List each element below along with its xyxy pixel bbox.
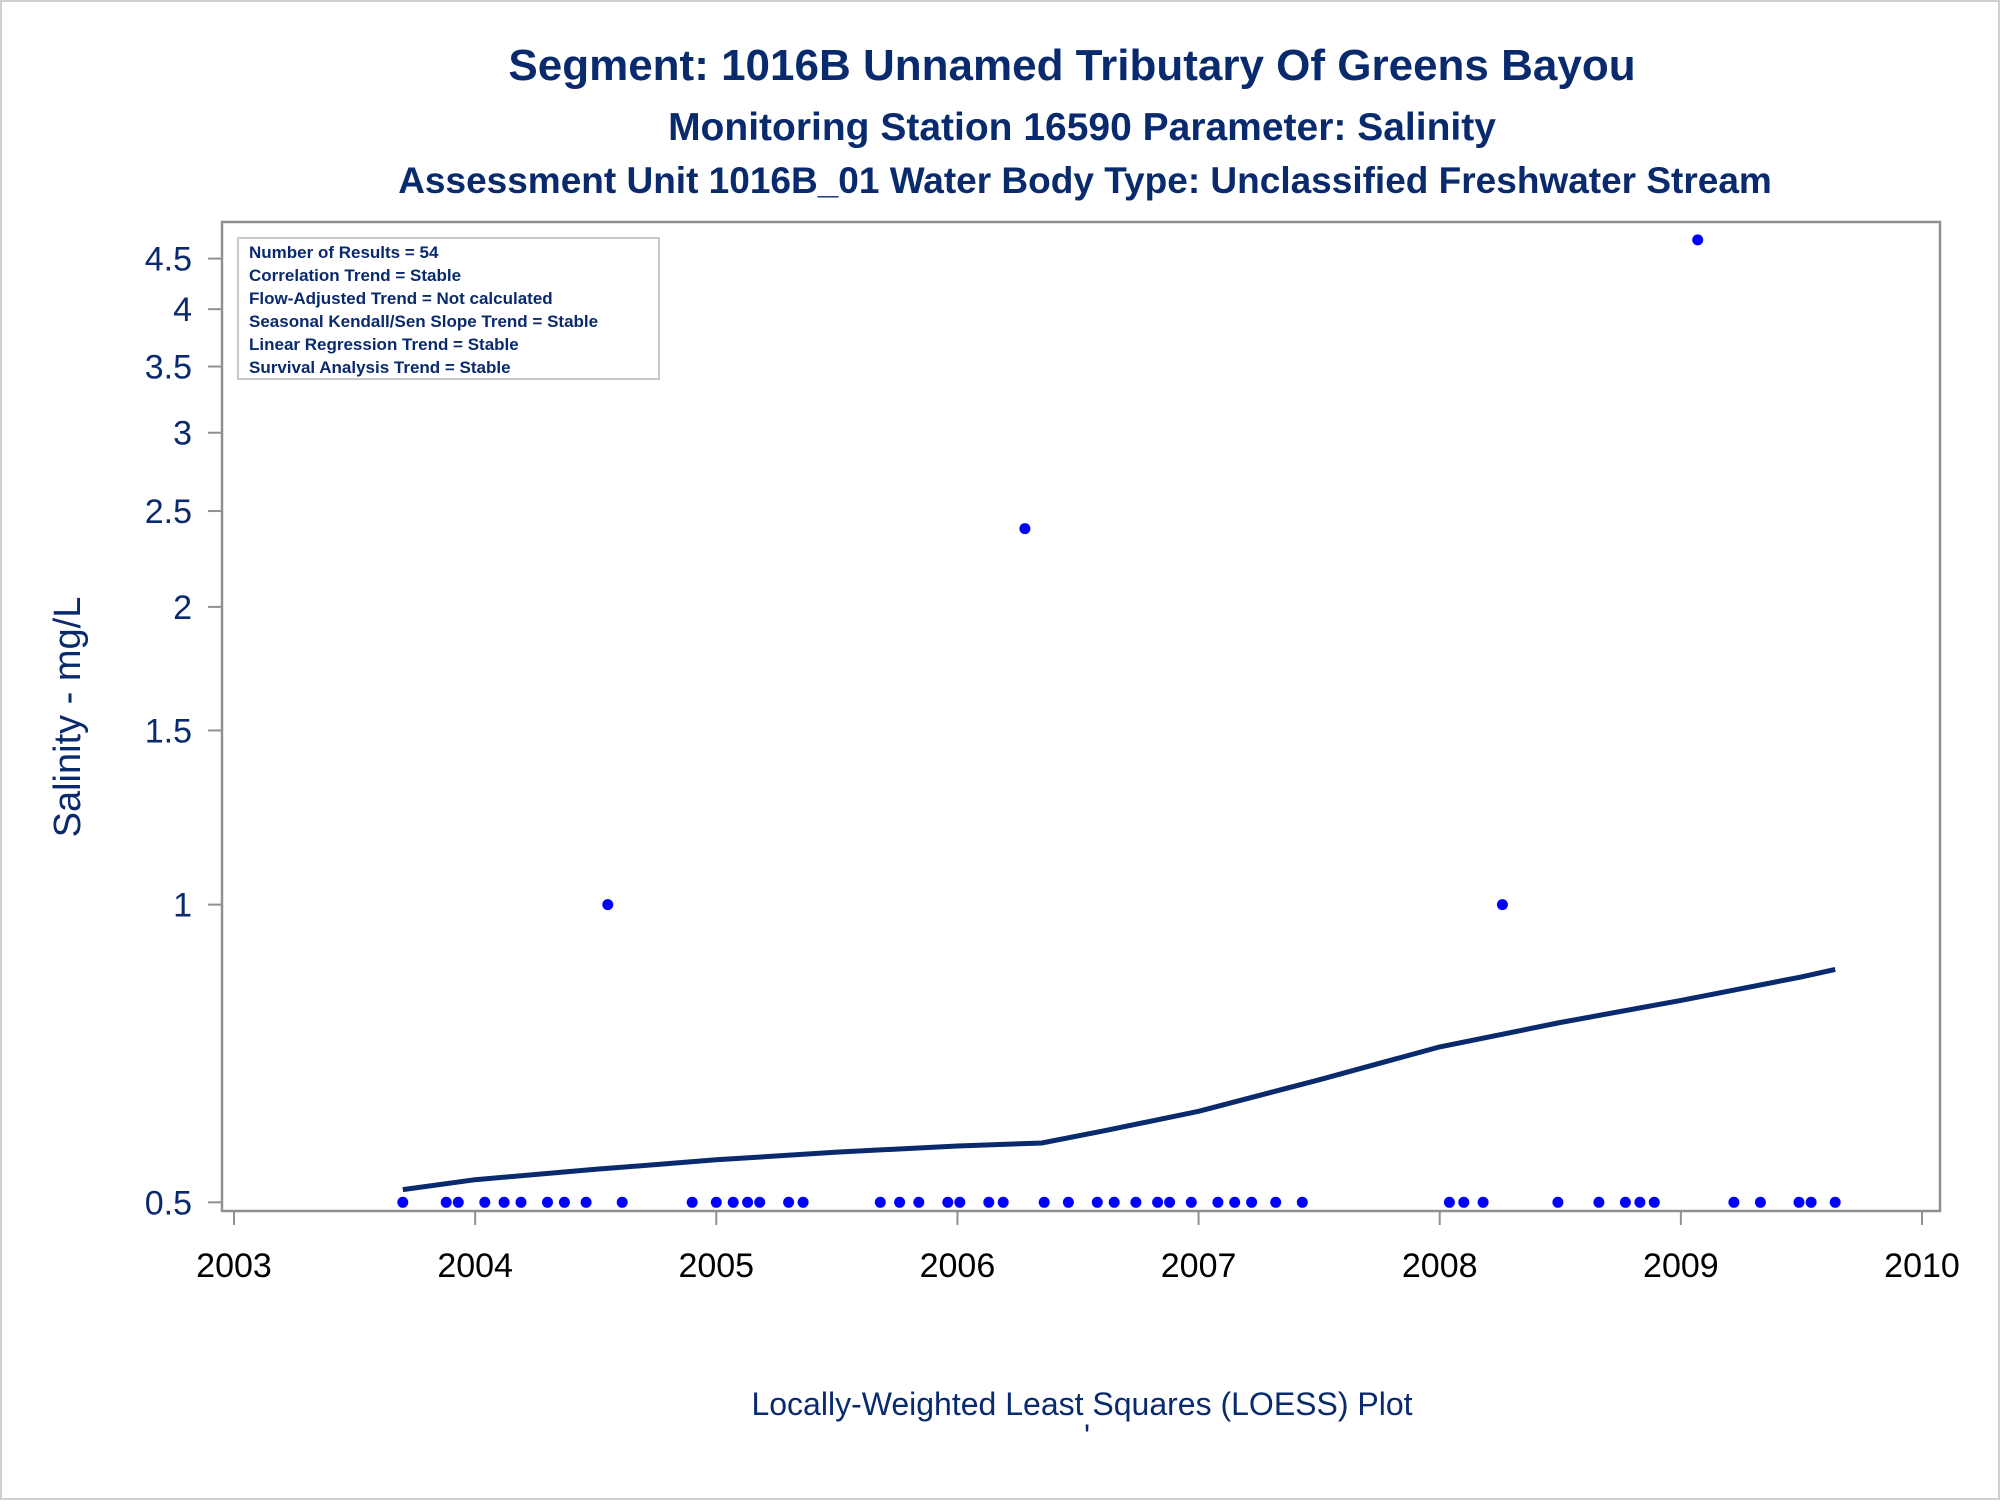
data-point [602, 899, 614, 911]
chart-subtitle: Monitoring Station 16590 Parameter: Sali… [668, 106, 1496, 149]
data-point [1443, 1196, 1455, 1208]
data-point [440, 1196, 452, 1208]
loess-line [402, 966, 1836, 1193]
data-point [397, 1196, 409, 1208]
data-point [1270, 1196, 1282, 1208]
data-point [498, 1196, 510, 1208]
data-point [542, 1196, 553, 1208]
data-point [1185, 1196, 1197, 1208]
chart-title: Segment: 1016B Unnamed Tributary Of Gree… [508, 41, 1635, 90]
data-point [1164, 1196, 1176, 1208]
data-point [797, 1196, 809, 1208]
stats-legend-line: Linear Regression Trend = Stable [249, 335, 519, 354]
data-point [983, 1196, 995, 1208]
data-point [479, 1196, 491, 1208]
data-point [1477, 1196, 1489, 1208]
x-tick-label: 2008 [1402, 1247, 1478, 1285]
data-point [1692, 234, 1704, 246]
data-point [1062, 1196, 1074, 1208]
data-point [558, 1196, 570, 1208]
data-point [1019, 523, 1031, 535]
data-point [1152, 1196, 1164, 1208]
stats-legend-box [237, 237, 660, 380]
data-point [894, 1196, 906, 1208]
data-point [1229, 1196, 1241, 1208]
y-tick-label: 1 [173, 887, 192, 925]
data-point [1793, 1196, 1805, 1208]
data-point [710, 1196, 722, 1208]
x-tick-label: 2005 [678, 1247, 754, 1285]
data-point [1458, 1196, 1470, 1208]
data-point [1091, 1196, 1103, 1208]
data-point [1038, 1196, 1050, 1208]
data-point [1246, 1196, 1258, 1208]
data-point [452, 1196, 464, 1208]
data-point [1648, 1196, 1660, 1208]
data-point [1593, 1196, 1605, 1208]
stats-legend-line: Correlation Trend = Stable [249, 266, 461, 285]
y-axis-label: Salinity - mg/L [47, 597, 89, 838]
data-point [515, 1196, 527, 1208]
data-point [1805, 1196, 1817, 1208]
data-point [1619, 1196, 1631, 1208]
data-point [997, 1196, 1009, 1208]
chart-subtitle-2: Assessment Unit 1016B_01 Water Body Type… [398, 160, 1772, 201]
footnote: Locally-Weighted Least Squares (LOESS) P… [751, 1386, 1412, 1422]
data-point [1829, 1196, 1841, 1208]
data-point [742, 1196, 754, 1208]
scatter-points [397, 234, 1841, 1208]
stats-legend: Number of Results = 54 Correlation Trend … [237, 237, 660, 380]
data-point [1296, 1196, 1308, 1208]
data-point [913, 1196, 925, 1208]
y-tick-label: 2 [173, 589, 192, 627]
data-point [1108, 1196, 1120, 1208]
data-point [942, 1196, 954, 1208]
x-tick-label: 2006 [920, 1247, 996, 1285]
stats-legend-line: Number of Results = 54 [249, 243, 439, 262]
y-tick-label: 3 [173, 415, 192, 453]
data-point [1552, 1196, 1564, 1208]
y-axis: 0.5 1 1.5 2 2.5 3 3.5 4 4.5 [145, 241, 222, 1222]
y-tick-label: 4 [173, 291, 192, 329]
data-point [874, 1196, 886, 1208]
x-tick-label: 2010 [1884, 1247, 1960, 1285]
data-point [1754, 1196, 1766, 1208]
footnote-mark: ' [1084, 1418, 1090, 1454]
data-point [686, 1196, 698, 1208]
x-tick-label: 2007 [1161, 1247, 1237, 1285]
x-tick-label: 2009 [1643, 1247, 1719, 1285]
data-point [580, 1196, 592, 1208]
loess-line-group [402, 966, 1836, 1193]
data-point [1634, 1196, 1646, 1208]
data-point [1212, 1196, 1224, 1208]
x-tick-label: 2003 [196, 1247, 272, 1285]
data-point [754, 1196, 766, 1208]
y-tick-label: 3.5 [145, 349, 192, 387]
plot-area [220, 220, 1942, 1213]
data-point [783, 1196, 795, 1208]
data-point [954, 1196, 966, 1208]
y-tick-label: 2.5 [145, 493, 192, 531]
data-point [1728, 1196, 1740, 1208]
stats-legend-line: Flow-Adjusted Trend = Not calculated [249, 289, 553, 308]
data-point [1130, 1196, 1142, 1208]
y-tick-label: 4.5 [145, 241, 192, 279]
y-tick-label: 1.5 [145, 712, 192, 750]
stats-legend-line: Seasonal Kendall/Sen Slope Trend = Stabl… [249, 312, 598, 331]
stats-legend-line: Survival Analysis Trend = Stable [249, 358, 511, 377]
data-point [1496, 899, 1508, 911]
x-axis: 2003 2004 2005 2006 2007 2008 2009 2010 [196, 1211, 1960, 1285]
data-point [616, 1196, 628, 1208]
y-tick-label: 0.5 [145, 1184, 192, 1222]
data-point [727, 1196, 739, 1208]
x-tick-label: 2004 [437, 1247, 513, 1285]
